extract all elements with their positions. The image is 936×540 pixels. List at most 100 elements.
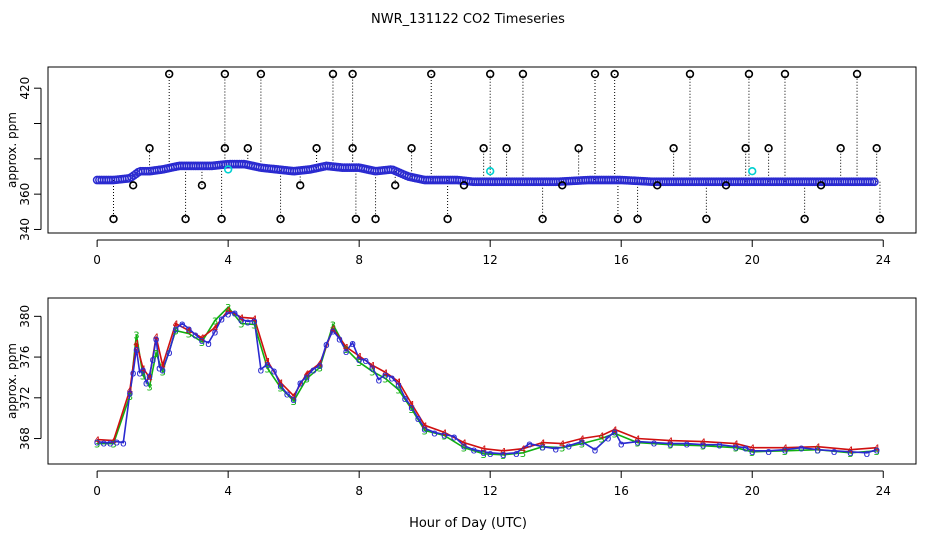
data-point: o xyxy=(127,387,134,400)
spike-point xyxy=(574,144,583,153)
data-point: 4 xyxy=(304,369,310,380)
data-point: 3 xyxy=(127,392,133,403)
data-point: 3 xyxy=(356,358,362,369)
data-point: o xyxy=(356,353,363,366)
data-point: 3 xyxy=(186,330,192,341)
data-point: 3 xyxy=(733,444,739,455)
spike-point xyxy=(427,69,436,79)
data-point: o xyxy=(683,438,690,451)
spike-point xyxy=(371,214,380,224)
data-point: 4 xyxy=(611,425,617,436)
data-point: o xyxy=(149,353,156,366)
data-point: o xyxy=(700,439,707,452)
spike-point xyxy=(836,144,845,153)
spike-point xyxy=(197,181,207,190)
spike-point xyxy=(800,214,809,224)
data-point: o xyxy=(264,358,271,371)
data-point: 3 xyxy=(382,374,388,385)
data-point: o xyxy=(782,444,789,457)
spike-point xyxy=(685,69,695,79)
spike-point xyxy=(217,214,226,224)
spike-point xyxy=(109,214,118,224)
data-point: 3 xyxy=(94,440,100,451)
data-point: 3 xyxy=(140,371,146,382)
spike-point xyxy=(220,69,230,79)
spike-point xyxy=(613,214,623,224)
y-tick-label: 368 xyxy=(18,427,32,450)
x-tick-label: 12 xyxy=(483,484,498,498)
data-point: o xyxy=(415,412,422,425)
chart-title: NWR_131122 CO2 Timeseries xyxy=(371,12,565,27)
data-point: o xyxy=(408,401,415,414)
spike-point xyxy=(780,69,790,79)
data-point: o xyxy=(634,436,641,449)
spike-point xyxy=(256,69,266,79)
data-point: 3 xyxy=(264,364,270,375)
spike-point xyxy=(485,69,495,79)
data-point: o xyxy=(382,368,389,381)
spike-point xyxy=(590,69,600,79)
data-point: 4 xyxy=(520,445,526,456)
x-tick-label: 8 xyxy=(355,484,363,498)
data-point: 4 xyxy=(94,436,100,447)
data-point: 4 xyxy=(441,428,447,439)
data-point: o xyxy=(441,428,448,441)
spike-point xyxy=(875,214,885,224)
data-point: o xyxy=(136,366,143,379)
data-point: o xyxy=(185,323,192,336)
data-point: o xyxy=(565,440,572,453)
data-point: o xyxy=(258,363,265,376)
y-tick-label: 360 xyxy=(18,183,32,206)
data-point: 3 xyxy=(611,429,617,440)
spike-point xyxy=(872,144,881,153)
x-tick-label: 12 xyxy=(483,253,498,267)
cyan-point xyxy=(223,165,233,174)
data-point: 3 xyxy=(330,320,336,331)
data-point: o xyxy=(192,329,199,342)
data-point: o xyxy=(310,363,317,376)
spike-point xyxy=(502,144,511,153)
data-point: o xyxy=(461,440,468,453)
data-point: o xyxy=(159,363,166,376)
data-point: o xyxy=(290,393,297,406)
data-point: o xyxy=(369,361,376,374)
x-tick-label: 20 xyxy=(745,253,760,267)
data-point: 3 xyxy=(212,316,218,327)
data-point: 3 xyxy=(579,440,585,451)
y-tick-label: 376 xyxy=(18,346,32,369)
data-point: 4 xyxy=(127,386,133,397)
data-point: 3 xyxy=(251,320,257,331)
spike-point xyxy=(243,144,253,153)
data-point: 3 xyxy=(847,449,853,460)
data-point: 4 xyxy=(199,334,205,345)
data-point: o xyxy=(539,441,546,454)
data-point: 3 xyxy=(500,451,506,462)
data-point: 4 xyxy=(874,444,880,455)
data-point: 3 xyxy=(441,431,447,442)
spike-point xyxy=(721,181,731,190)
data-point: o xyxy=(113,436,120,449)
data-point: o xyxy=(431,426,438,439)
data-point: 3 xyxy=(369,367,375,378)
data-point: 4 xyxy=(159,361,165,372)
data-point: o xyxy=(94,436,101,449)
data-point: 3 xyxy=(874,447,880,458)
data-point: o xyxy=(120,437,127,450)
spike-point xyxy=(220,144,230,153)
data-point: o xyxy=(618,438,625,451)
data-point: 4 xyxy=(733,440,739,451)
data-point: 4 xyxy=(330,325,336,336)
data-point: o xyxy=(140,363,147,376)
y-axis-label: approx. ppm xyxy=(5,112,19,188)
spike-point xyxy=(328,69,338,79)
spike-point xyxy=(764,144,773,153)
series-line xyxy=(97,309,877,452)
data-point: 4 xyxy=(539,439,545,450)
data-point: 4 xyxy=(356,352,362,363)
data-point: 4 xyxy=(815,443,821,454)
spike-point xyxy=(669,144,678,153)
y-tick-label: 340 xyxy=(18,218,32,241)
data-point: 4 xyxy=(173,319,179,330)
data-point: o xyxy=(864,447,871,460)
